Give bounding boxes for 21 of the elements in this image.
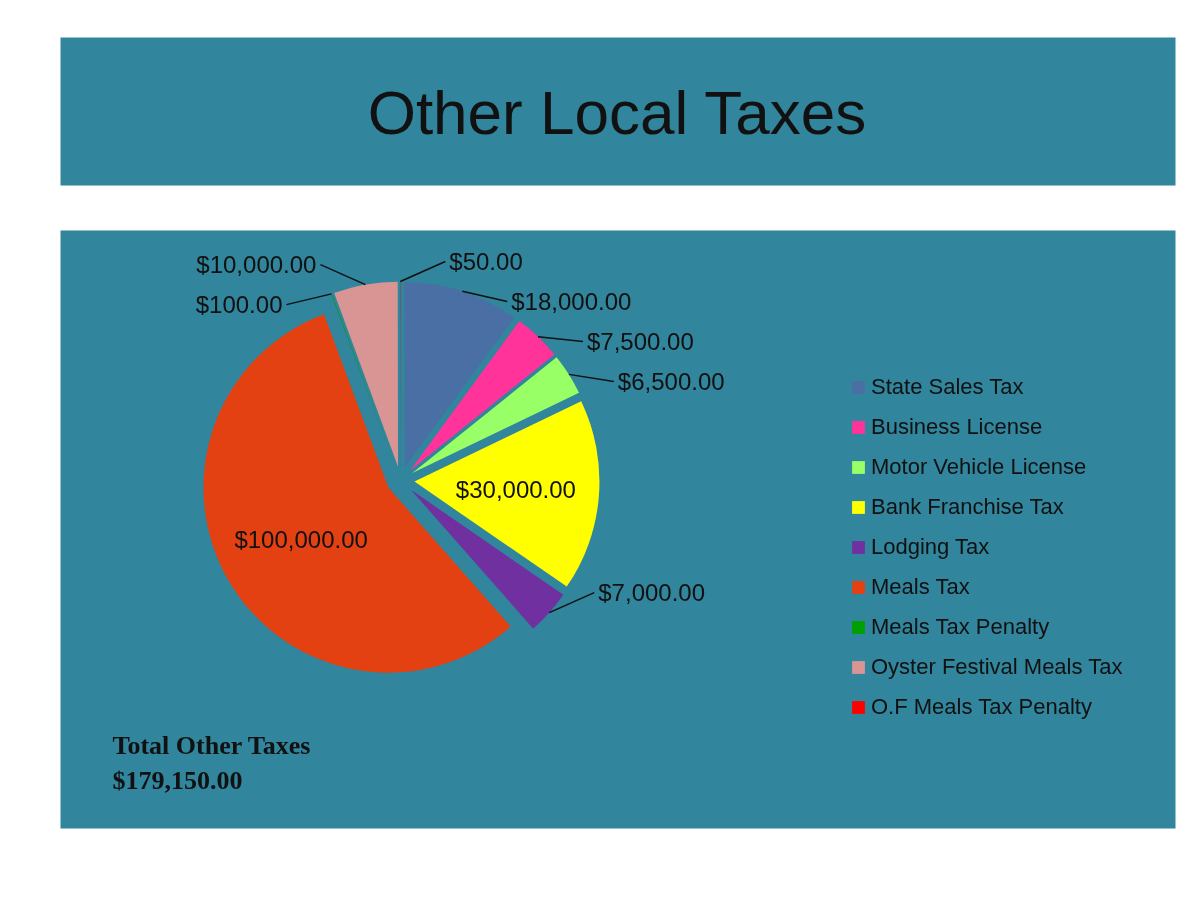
data-label: $50.00: [449, 248, 523, 275]
data-label: $30,000.00: [455, 475, 576, 503]
data-label: $7,500.00: [587, 328, 694, 355]
data-label: $100.00: [195, 291, 283, 319]
legend-label: O.F Meals Tax Penalty: [871, 694, 1092, 720]
chart-title: Other Local Taxes: [367, 78, 867, 147]
legend-label: Lodging Tax: [871, 534, 990, 560]
legend-label: Bank Franchise Tax: [871, 494, 1064, 520]
data-label: $10,000.00: [196, 251, 317, 279]
text: $179,150.00: [112, 766, 243, 795]
legend-label: State Sales Tax: [871, 374, 1024, 400]
data-label: $100,000.00: [234, 526, 368, 554]
legend-label: Oyster Festival Meals Tax: [871, 654, 1123, 680]
legend-label: Meals Tax: [871, 574, 970, 600]
data-label: $6,500.00: [617, 368, 725, 395]
legend-label: Motor Vehicle License: [871, 454, 1087, 480]
data-label: $18,000.00: [511, 288, 632, 315]
text: Total Other Taxes: [112, 731, 311, 760]
data-label: $7,000.00: [598, 579, 706, 607]
legend-label: Business License: [871, 414, 1043, 440]
legend-label: Meals Tax Penalty: [871, 614, 1050, 640]
